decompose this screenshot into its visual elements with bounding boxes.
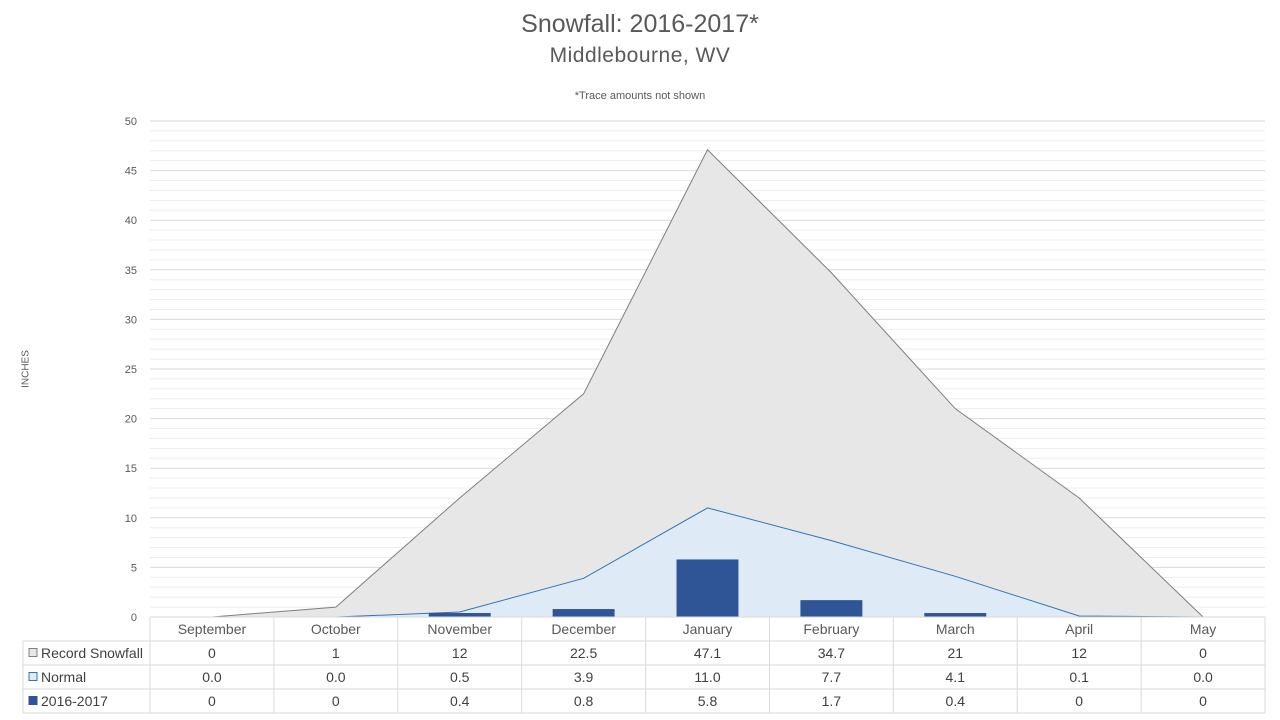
table-cell: 1.7 (822, 693, 842, 709)
record-snowfall-line (211, 148, 1204, 618)
category-label: January (683, 621, 733, 637)
y-tick-label: 30 (125, 314, 137, 326)
season-bar-december (552, 609, 615, 617)
table-cell: 12 (452, 645, 468, 661)
category-label: September (178, 621, 247, 637)
y-tick-label: 25 (125, 364, 137, 376)
table-cell: 21 (947, 645, 963, 661)
table-cell: 0.0 (1193, 669, 1213, 685)
season-bar-february (800, 600, 863, 617)
y-tick-label: 0 (131, 612, 137, 624)
table-cell: 4.1 (946, 669, 966, 685)
table-cell: 1 (332, 645, 340, 661)
table-cell: 0.0 (326, 669, 346, 685)
chart-note: *Trace amounts not shown (574, 90, 706, 102)
table-cell: 0.4 (946, 693, 966, 709)
table-cell: 0 (332, 693, 340, 709)
table-cell: 7.7 (822, 669, 842, 685)
y-tick-label: 5 (131, 562, 137, 574)
category-label: May (1190, 621, 1216, 637)
table-cell: 47.1 (694, 645, 721, 661)
table-cell: 0.8 (574, 693, 594, 709)
legend-label: 2016-2017 (41, 693, 108, 709)
chart-subtitle: Middlebourne, WV (549, 44, 731, 67)
y-tick-label: 40 (125, 215, 137, 227)
table-cell: 0.1 (1069, 669, 1089, 685)
table-cell: 0 (1199, 645, 1207, 661)
y-tick-label: 10 (125, 513, 137, 525)
y-tick-label: 20 (125, 414, 137, 426)
table-cell: 0 (1199, 693, 1207, 709)
table-cell: 0.4 (450, 693, 470, 709)
legend-key-1 (28, 672, 38, 681)
season-bar-november (428, 613, 491, 617)
table-cell: 0.0 (202, 669, 222, 685)
table-cell: 0 (208, 645, 216, 661)
legend-key-0 (28, 648, 38, 657)
category-label: March (936, 621, 975, 637)
y-tick-label: 45 (125, 166, 137, 178)
table-cell: 5.8 (698, 693, 718, 709)
y-tick-label: 35 (125, 265, 137, 277)
legend-label: Record Snowfall (41, 645, 143, 661)
category-label: April (1065, 621, 1093, 637)
legend-label: Normal (41, 669, 86, 685)
chart-title: Snowfall: 2016-2017* (521, 10, 759, 38)
normal-line (211, 507, 1204, 618)
table-cell: 0.5 (450, 669, 470, 685)
y-tick-label: 50 (125, 116, 137, 128)
category-label: October (311, 621, 361, 637)
table-cell: 3.9 (574, 669, 594, 685)
category-label: November (427, 621, 492, 637)
legend-key-2 (28, 696, 38, 705)
season-bar-march (924, 613, 987, 617)
category-label: February (803, 621, 859, 637)
record-snowfall-area (211, 149, 1204, 617)
category-label: December (551, 621, 616, 637)
table-cell: 34.7 (818, 645, 845, 661)
y-tick-label: 15 (125, 463, 137, 475)
table-cell: 22.5 (570, 645, 597, 661)
table-cell: 11.0 (694, 669, 720, 685)
table-cell: 12 (1071, 645, 1087, 661)
table-cell: 0 (208, 693, 216, 709)
table-cell: 0 (1075, 693, 1083, 709)
season-bar-january (676, 559, 739, 617)
